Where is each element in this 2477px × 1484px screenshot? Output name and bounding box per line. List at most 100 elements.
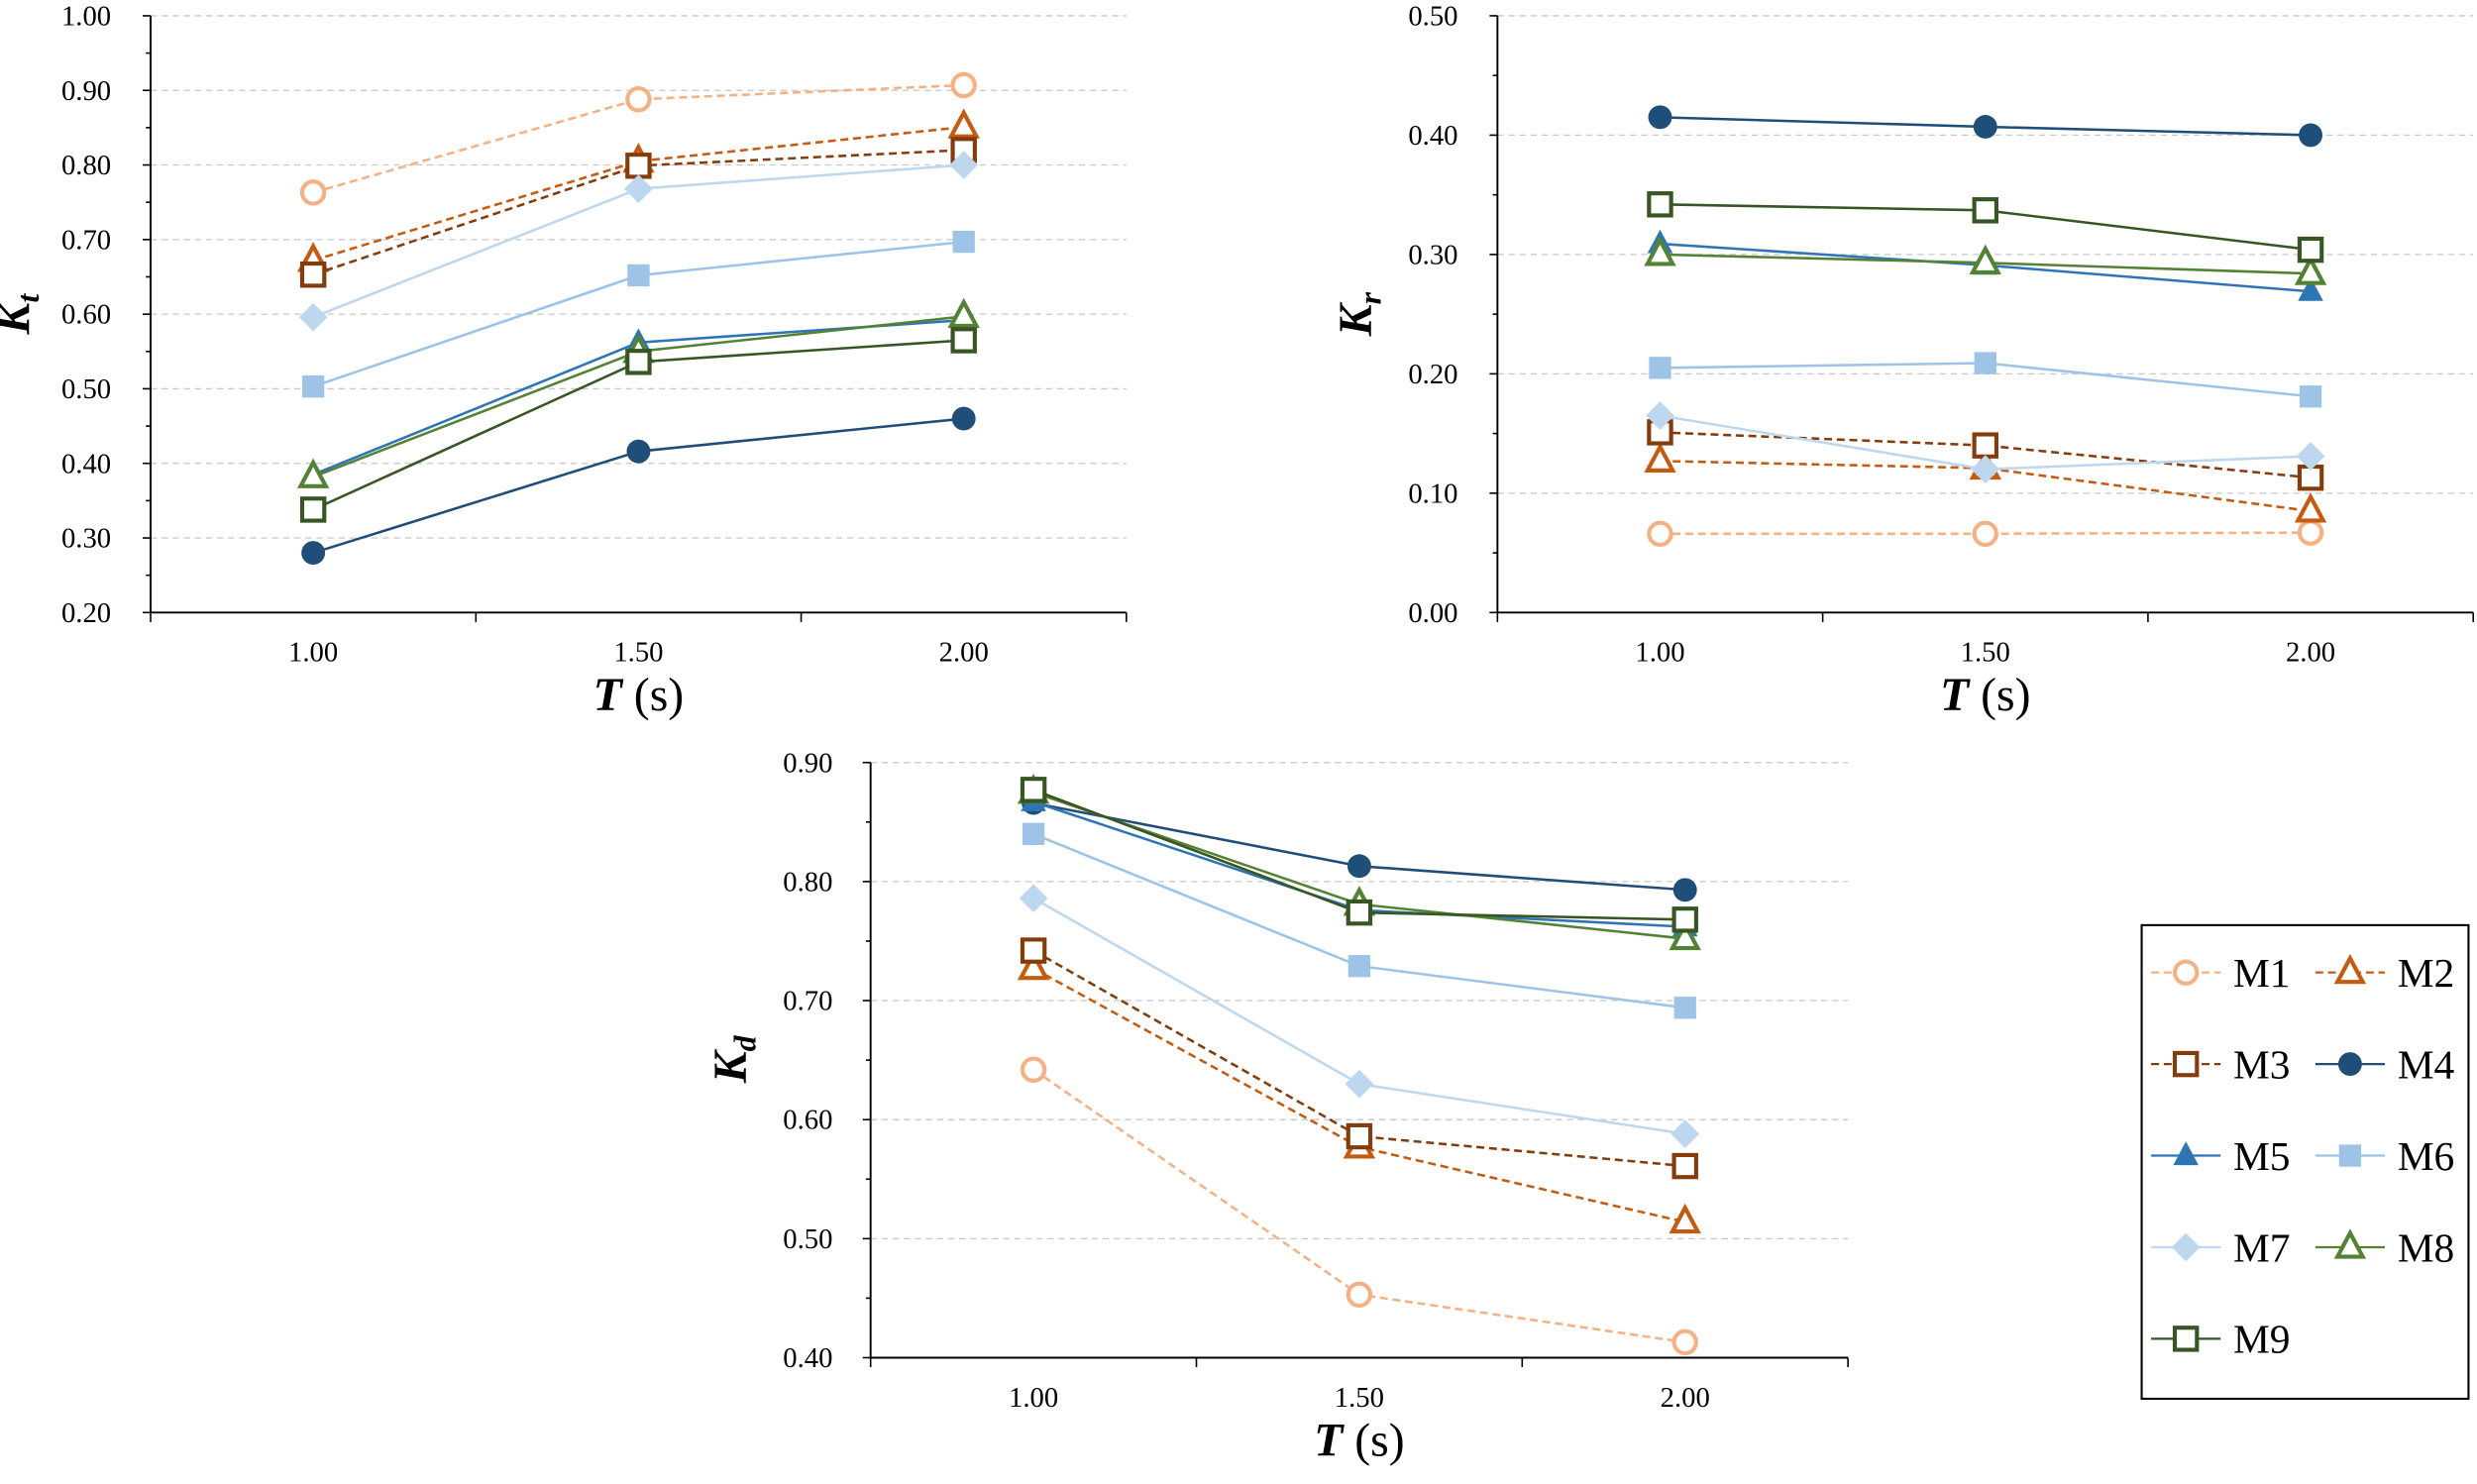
legend-label: M3: [2233, 1041, 2291, 1087]
y-tick-label: 0.90: [61, 75, 111, 107]
legend-label: M5: [2233, 1133, 2291, 1179]
chart-kt: 0.20 0.30 0.40 0.50 0.60 0.70 0.80 0.90 1.00 1.00…: [0, 0, 1128, 721]
legend-label: M6: [2398, 1133, 2455, 1179]
legend-marker-M2: [2333, 953, 2367, 985]
series-M8: [1644, 236, 2327, 285]
data-point-M7: [1019, 884, 1048, 913]
series-M6: [1022, 822, 1696, 1019]
y-axis-title: Kd: [704, 1034, 763, 1084]
data-point-M8: [1644, 236, 1676, 266]
series-M9: [299, 327, 977, 523]
x-axis-title: T (s): [1940, 669, 2031, 721]
series-line-M7: [1032, 897, 1685, 1135]
x-axis-title: T (s): [593, 669, 685, 721]
data-point-M1: [1671, 1328, 1698, 1356]
data-point-M6: [1974, 352, 1996, 374]
chart-kr: 0.00 0.10 0.20 0.30 0.40 0.50 1.00 1.50 2.00 T (s…: [1330, 0, 2475, 721]
y-axis-title-symbol: K: [1330, 301, 1382, 337]
x-axis-title-symbol: T: [1940, 669, 1971, 721]
data-point-M8: [1669, 919, 1701, 951]
data-point-M2: [1017, 949, 1050, 981]
legend-marker-M9: [2172, 1325, 2200, 1352]
chart-kd: 0.40 0.50 0.60 0.70 0.80 0.90 1.00 1.50 2.00 T (s…: [704, 747, 1849, 1466]
legend-marker-M4: [2337, 1052, 2362, 1077]
legend-entry-M6: M6: [2315, 1133, 2454, 1179]
legend-label: M9: [2233, 1317, 2291, 1362]
legend-label: M4: [2398, 1041, 2455, 1087]
data-point-M3: [299, 261, 327, 288]
legend-entry-M5: M5: [2151, 1133, 2291, 1179]
y-axis-title-subscript: d: [727, 1034, 762, 1051]
series-M1: [299, 71, 977, 206]
legend-entry-M8: M8: [2315, 1224, 2454, 1270]
data-point-M1: [1020, 1056, 1047, 1083]
y-tick-label: 0.50: [1408, 0, 1457, 32]
series-line-M2: [1660, 460, 2312, 513]
x-tick-label: 2.00: [1661, 1382, 1710, 1414]
data-point-M1: [1647, 520, 1673, 548]
series-line-M3: [1660, 431, 2312, 479]
data-point-M3: [1346, 1122, 1373, 1150]
data-point-M4: [1973, 115, 1997, 139]
y-tick-label: 0.20: [1408, 359, 1457, 390]
legend-entry-M7: M7: [2151, 1224, 2291, 1270]
data-point-M9: [299, 496, 327, 523]
data-point-M8: [1969, 244, 2001, 274]
data-point-M9: [950, 327, 977, 354]
series-M6: [301, 230, 975, 398]
x-axis-title-unit: (s): [1343, 1414, 1404, 1466]
series-M7: [298, 151, 979, 332]
data-point-M7: [298, 302, 328, 332]
data-point-M4: [1648, 105, 1672, 130]
series-M4: [301, 406, 976, 566]
data-point-M9: [625, 349, 652, 375]
y-axis-title-subscript: r: [1352, 291, 1387, 304]
data-point-M8: [2294, 255, 2327, 285]
x-tick-label: 2.00: [2286, 637, 2335, 669]
data-point-M1: [1972, 520, 1999, 548]
y-axis-title: Kt: [0, 293, 46, 336]
y-tick-label: 0.30: [61, 523, 111, 555]
y-tick-label: 0.90: [783, 747, 832, 779]
legend-label: M8: [2398, 1224, 2455, 1270]
data-point-M6: [1022, 822, 1045, 845]
legend-entry-M4: M4: [2315, 1041, 2455, 1087]
data-point-M5: [2298, 276, 2323, 301]
x-tick-label: 1.50: [1335, 1382, 1384, 1414]
data-point-M9: [1020, 777, 1047, 803]
data-point-M8: [947, 297, 980, 329]
data-point-M6: [1347, 955, 1371, 978]
data-point-M4: [1672, 878, 1697, 902]
y-tick-label: 0.60: [61, 299, 111, 331]
y-tick-label: 0.10: [1408, 477, 1457, 509]
data-point-M8: [296, 458, 330, 488]
data-point-M2: [2294, 492, 2327, 523]
x-axis-title: T (s): [1314, 1414, 1405, 1466]
data-point-M1: [2297, 519, 2324, 546]
series-line-M1: [1660, 531, 2312, 536]
y-tick-label: 0.70: [61, 224, 111, 256]
y-tick-label: 0.40: [1408, 120, 1457, 152]
data-point-M7: [1345, 1069, 1374, 1099]
x-axis-title-symbol: T: [593, 669, 624, 721]
y-axis-title: Kr: [1330, 291, 1388, 337]
data-point-M9: [1647, 191, 1673, 218]
data-point-M2: [1669, 1203, 1701, 1234]
series-M3: [1020, 937, 1698, 1180]
data-point-M4: [301, 541, 326, 566]
data-point-M1: [950, 71, 977, 99]
series-M1: [1020, 1056, 1698, 1356]
data-point-M1: [1346, 1281, 1373, 1309]
data-point-M2: [1644, 442, 1676, 473]
legend-label: M2: [2398, 950, 2455, 996]
x-tick-label: 1.00: [1009, 1382, 1058, 1414]
series-M3: [299, 137, 977, 288]
legend-label: M1: [2233, 950, 2291, 996]
data-point-M6: [627, 264, 650, 287]
data-point-M3: [1671, 1152, 1698, 1180]
legend-marker-M5: [2173, 1141, 2199, 1166]
series-M4: [1022, 791, 1697, 902]
y-tick-label: 1.00: [61, 0, 111, 32]
data-point-M2: [947, 108, 980, 139]
series-M9: [1020, 777, 1698, 933]
